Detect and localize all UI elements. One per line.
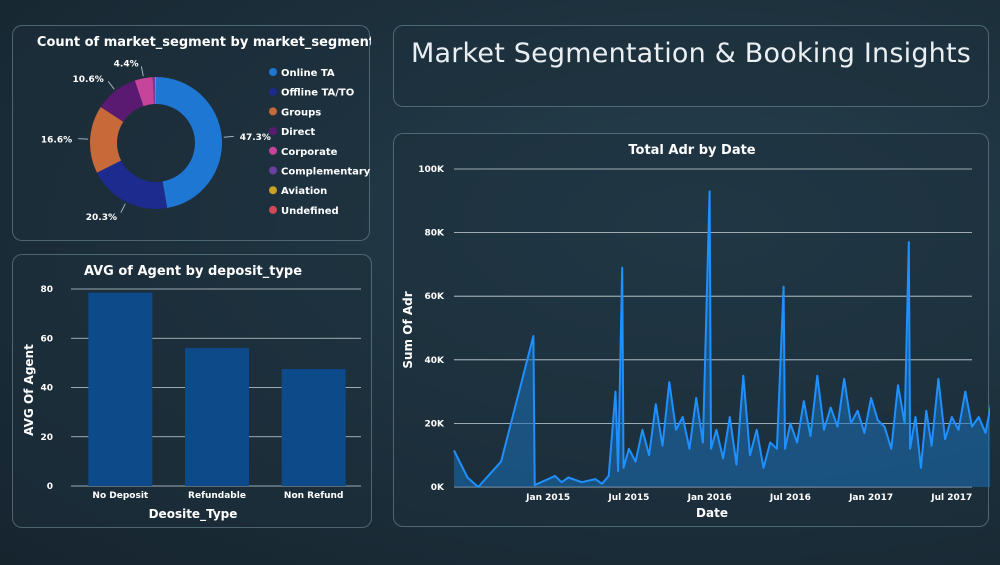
legend-label: Complementary bbox=[281, 167, 371, 178]
donut-leader-line bbox=[107, 81, 115, 90]
bar-y-tick-label: 60 bbox=[40, 334, 53, 344]
legend-label: Offline TA/TO bbox=[281, 88, 354, 99]
bar-x-axis-title: Deosite_Type bbox=[149, 507, 238, 522]
donut-slice[interactable] bbox=[152, 77, 156, 105]
line-x-tick-label: Jan 2016 bbox=[687, 493, 732, 503]
legend-label: Aviation bbox=[281, 186, 327, 197]
bar-chart: AVG of Agent by deposit_type 0 20 40 60 80 N… bbox=[22, 264, 361, 522]
donut-chart-title: Count of market_segment by market_segmen… bbox=[37, 35, 371, 50]
legend-marker bbox=[269, 166, 277, 175]
line-chart: Total Adr by Date 0K 20K 40K 60K 80K 100K Jan… bbox=[401, 143, 1000, 520]
line-x-tick-label: Jul 2016 bbox=[769, 493, 811, 503]
legend-marker bbox=[269, 87, 277, 96]
line-chart-title: Total Adr by Date bbox=[628, 143, 755, 158]
bar-y-tick-label: 0 bbox=[47, 482, 53, 492]
donut-leader-line bbox=[140, 66, 144, 77]
line-y-tick-label: 80K bbox=[425, 229, 446, 239]
line-y-tick-label: 40K bbox=[425, 356, 446, 366]
line-x-tick-label: Jan 2017 bbox=[848, 493, 893, 503]
donut-slice[interactable] bbox=[97, 160, 168, 209]
line-y-tick-label: 100K bbox=[418, 165, 445, 175]
donut-chart-panel: Count of market_segment by market_segmen… bbox=[12, 25, 375, 241]
donut-leader-line bbox=[78, 138, 89, 140]
legend-marker bbox=[269, 186, 277, 195]
line-y-tick-label: 0K bbox=[431, 483, 445, 493]
legend-label: Undefined bbox=[281, 206, 339, 217]
donut-data-label: 10.6% bbox=[73, 75, 104, 85]
line-y-tick-label: 60K bbox=[425, 292, 446, 302]
donut-leader-line bbox=[223, 135, 234, 138]
donut-chart: Count of market_segment by market_segmen… bbox=[37, 35, 375, 223]
bar[interactable] bbox=[88, 292, 153, 486]
donut-slice[interactable] bbox=[156, 77, 223, 209]
dashboard-title-panel: Market Segmentation & Booking Insights bbox=[393, 25, 989, 107]
bar[interactable] bbox=[281, 369, 346, 486]
legend-marker bbox=[269, 146, 277, 155]
bar-chart-title: AVG of Agent by deposit_type bbox=[84, 264, 302, 279]
line-x-tick-label: Jul 2015 bbox=[607, 493, 649, 503]
legend-marker bbox=[269, 127, 277, 136]
legend-label: Groups bbox=[281, 107, 321, 118]
bar[interactable] bbox=[185, 348, 249, 486]
bar-y-tick-label: 20 bbox=[40, 433, 53, 443]
line-area-fill bbox=[454, 191, 1000, 487]
bar-x-tick-label: Refundable bbox=[188, 491, 246, 501]
bar-x-tick-label: Non Refund bbox=[284, 491, 343, 501]
donut-data-label: 47.3% bbox=[240, 133, 271, 143]
legend-marker bbox=[269, 205, 277, 214]
donut-data-label: 20.3% bbox=[86, 213, 117, 223]
donut-slice[interactable] bbox=[155, 77, 156, 105]
donut-slice[interactable] bbox=[90, 106, 124, 173]
bar-y-tick-label: 40 bbox=[40, 384, 53, 394]
line-series bbox=[453, 190, 1000, 488]
donut-slice[interactable] bbox=[100, 80, 144, 122]
line-x-tick-label: Jan 2015 bbox=[525, 493, 570, 503]
line-x-tick-label: Jul 2017 bbox=[930, 493, 972, 503]
dashboard-title: Market Segmentation & Booking Insights bbox=[410, 38, 972, 69]
legend-label: Online TA bbox=[281, 68, 335, 79]
donut-leader-line bbox=[120, 203, 126, 213]
donut-data-label: 16.6% bbox=[41, 135, 72, 145]
legend-marker bbox=[269, 107, 277, 116]
bar-x-tick-label: No Deposit bbox=[92, 491, 148, 501]
bar-y-tick-label: 80 bbox=[40, 285, 53, 295]
legend-marker bbox=[269, 68, 277, 76]
legend-label: Direct bbox=[281, 127, 315, 138]
line-x-axis-title: Date bbox=[696, 506, 728, 520]
bar-y-axis-title: AVG Of Agent bbox=[22, 344, 36, 436]
line-y-axis-title: Sum Of Adr bbox=[401, 291, 415, 368]
bar-chart-panel: AVG of Agent by deposit_type 0 20 40 60 80 N… bbox=[12, 254, 372, 528]
donut-slice[interactable] bbox=[134, 77, 155, 107]
line-y-tick-label: 20K bbox=[425, 419, 446, 429]
line-chart-panel: Total Adr by Date 0K 20K 40K 60K 80K 100K Jan… bbox=[393, 133, 1000, 527]
donut-data-label: 4.4% bbox=[114, 59, 139, 69]
legend-label: Corporate bbox=[281, 147, 338, 158]
